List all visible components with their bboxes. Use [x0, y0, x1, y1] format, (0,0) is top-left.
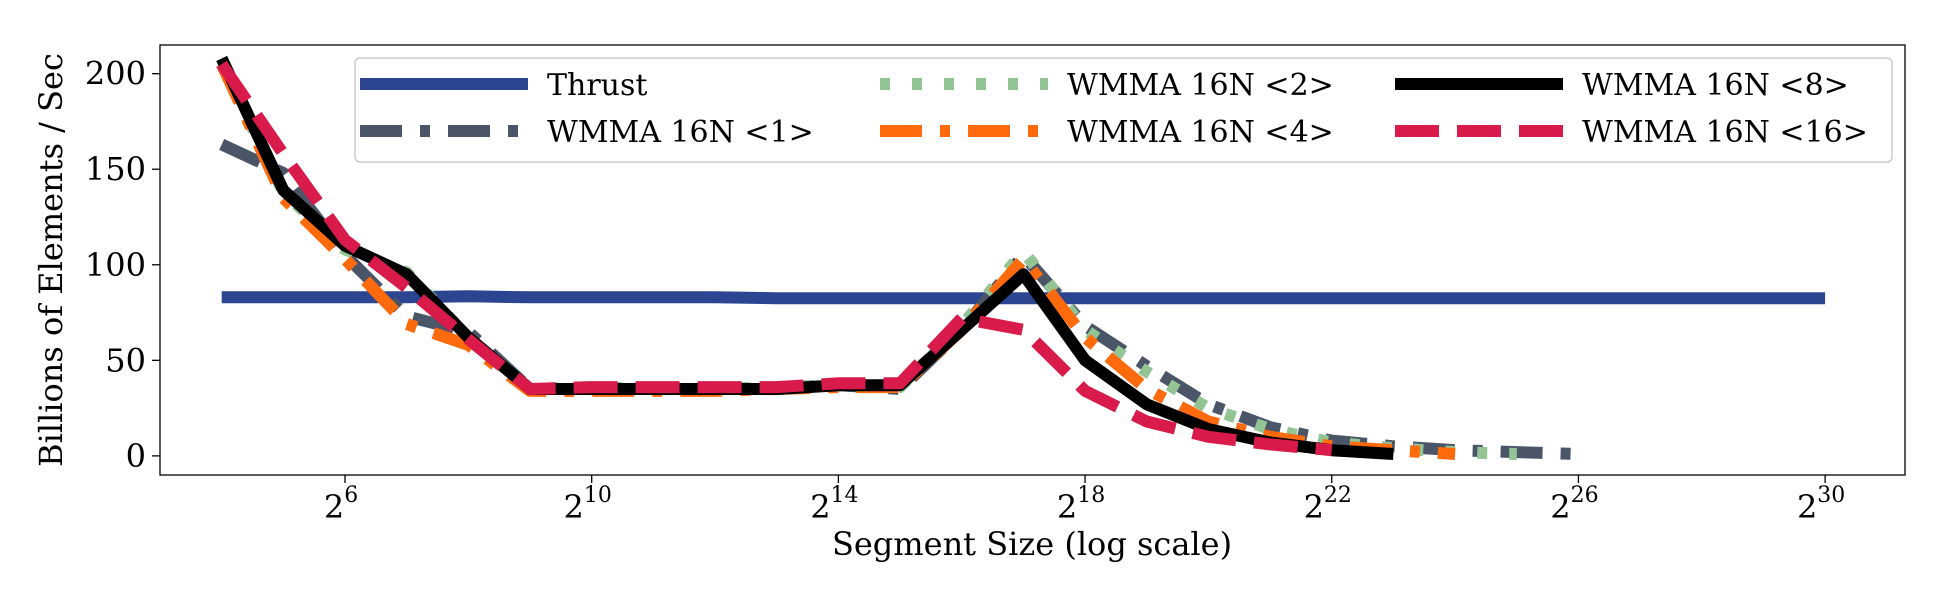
series-line-4: [216, 55, 1394, 460]
legend-label-5: WMMA 16N <16>: [1582, 115, 1868, 150]
y-axis-label: Billions of Elements / Sec: [32, 53, 70, 467]
x-tick-label-1: 210: [564, 483, 612, 526]
plot-frame: [159, 44, 1906, 476]
legend-label-2: WMMA 16N <2>: [1067, 68, 1334, 103]
legend-label-1: WMMA 16N <1>: [547, 115, 814, 150]
y-tick-label-0: 0: [126, 437, 146, 475]
x-axis: 26 210 214 218 222 226 230: [324, 475, 1845, 526]
x-tick-label-2: 214: [810, 483, 858, 526]
x-axis-label: Segment Size (log scale): [832, 525, 1232, 563]
x-tick-label-3: 218: [1057, 483, 1105, 526]
y-tick-label-4: 200: [85, 55, 146, 93]
series-line-5: [216, 60, 1333, 457]
y-tick-label-1: 50: [105, 341, 146, 379]
y-tick-label-2: 100: [85, 246, 146, 284]
series-layer: [216, 55, 1826, 460]
y-axis: 0 50 100 150 200: [85, 55, 160, 475]
x-tick-label-6: 230: [1797, 483, 1845, 526]
legend-label-3: WMMA 16N <4>: [1067, 115, 1334, 150]
y-tick-label-3: 150: [85, 150, 146, 188]
legend-label-4: WMMA 16N <8>: [1582, 68, 1849, 103]
series-line-0: [221, 290, 1826, 305]
x-tick-label-4: 222: [1304, 483, 1352, 526]
legend-label-0: Thrust: [547, 68, 647, 103]
x-tick-label-0: 26: [324, 483, 358, 526]
legend: Thrust WMMA 16N <1> WMMA 16N <2> WMMA 16N <…: [354, 57, 1893, 163]
x-tick-label-5: 226: [1550, 483, 1598, 526]
